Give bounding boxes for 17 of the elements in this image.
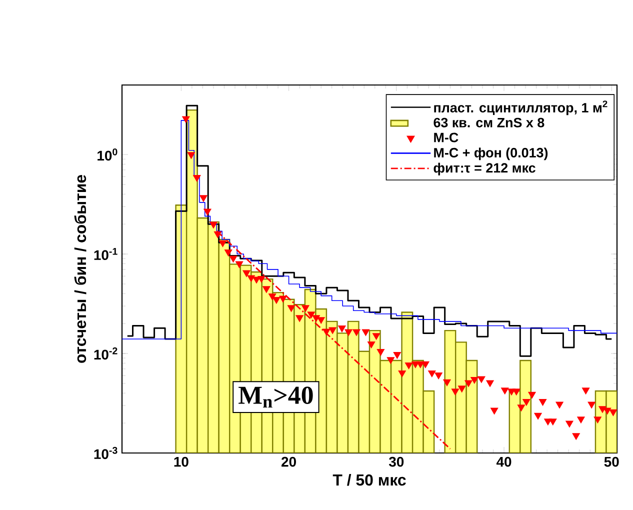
legend-label: 63 кв. см ZnS x 8 (434, 118, 544, 128)
x-axis-title: T / 50 мкс (332, 474, 406, 486)
x-tick-label: 20 (282, 456, 296, 467)
y-tick-label: 10$^{-1}$ (94, 248, 118, 260)
legend-label: фит:τ = 212 мкс (434, 162, 536, 176)
y-tick-label: 10$^{-3}$ (94, 446, 118, 460)
x-tick-label: 10 (174, 456, 188, 467)
y-axis-title: отсчеты / бин / событие (74, 174, 86, 363)
legend-label: М-С + фон (0.013) (434, 148, 548, 160)
y-tick-label: 10$^{-2}$ (94, 347, 118, 360)
y-tick-label: 10$^{0}$ (98, 148, 118, 161)
x-tick-label: 30 (388, 456, 404, 467)
x-tick-label: 50 (604, 456, 619, 467)
annotation: M$_{n}$>40 (238, 386, 313, 408)
legend-label: М-С (434, 132, 458, 142)
legend-label: пласт. сцинтиллятор, 1 м$^{2}$ (434, 100, 608, 116)
x-tick-label: 40 (496, 456, 512, 467)
